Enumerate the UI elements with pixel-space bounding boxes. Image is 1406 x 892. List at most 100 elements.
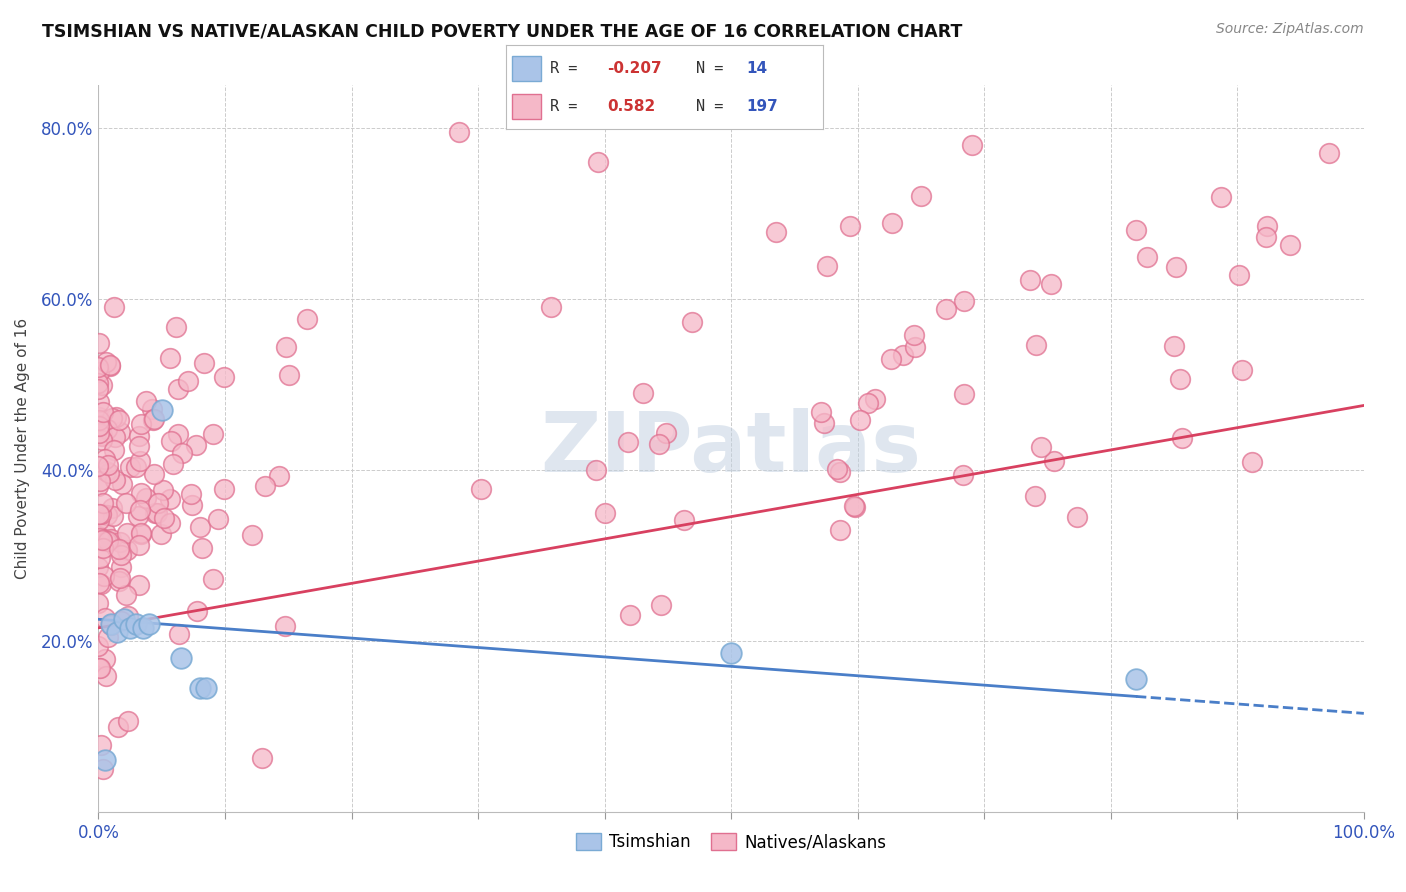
Text: N =: N = — [696, 99, 733, 114]
Point — [89, 507, 111, 521]
Point — [128, 429, 150, 443]
Point — [91, 433, 114, 447]
Legend: Tsimshian, Natives/Alaskans: Tsimshian, Natives/Alaskans — [569, 826, 893, 858]
Point — [863, 392, 886, 406]
Point — [96, 421, 118, 435]
Point — [115, 525, 138, 540]
Point — [96, 533, 118, 548]
Point — [765, 225, 787, 239]
Point — [142, 412, 165, 426]
FancyBboxPatch shape — [512, 55, 541, 81]
Point — [633, 386, 655, 401]
Point — [655, 425, 678, 440]
Point — [830, 465, 852, 479]
Point — [904, 340, 927, 354]
Point — [87, 596, 110, 610]
Point — [93, 525, 115, 540]
Point — [89, 513, 111, 527]
Point — [193, 356, 215, 370]
Point — [212, 482, 235, 496]
Point — [880, 351, 903, 366]
Point — [128, 578, 150, 592]
Point — [166, 382, 188, 396]
Point — [1163, 339, 1185, 353]
Point — [165, 320, 187, 334]
Point — [295, 311, 318, 326]
Point — [87, 661, 110, 675]
Text: Source: ZipAtlas.com: Source: ZipAtlas.com — [1216, 22, 1364, 37]
Point — [619, 608, 641, 623]
Point — [595, 506, 617, 520]
Point — [202, 427, 225, 442]
Point — [146, 506, 169, 520]
Point — [107, 625, 129, 640]
Point — [177, 374, 200, 388]
FancyBboxPatch shape — [512, 94, 541, 120]
Point — [103, 443, 125, 458]
Point — [953, 294, 976, 309]
Point — [94, 611, 117, 625]
Point — [103, 300, 125, 314]
Text: R =: R = — [550, 61, 586, 76]
Point — [194, 681, 218, 695]
Point — [1164, 260, 1187, 274]
Point — [181, 498, 204, 512]
Point — [129, 527, 152, 541]
Point — [87, 532, 110, 546]
Point — [1229, 268, 1251, 283]
Point — [132, 621, 155, 635]
Point — [893, 348, 915, 362]
Point — [96, 508, 118, 522]
Point — [267, 469, 290, 483]
Point — [910, 189, 932, 203]
Point — [274, 619, 297, 633]
Point — [186, 604, 208, 618]
Point — [90, 428, 112, 442]
Point — [108, 535, 131, 549]
Point — [142, 467, 165, 482]
Point — [87, 576, 110, 591]
Point — [120, 621, 141, 635]
Y-axis label: Child Poverty Under the Age of 16: Child Poverty Under the Age of 16 — [15, 318, 30, 579]
Point — [962, 137, 984, 152]
Point — [170, 446, 193, 460]
Point — [108, 542, 131, 557]
Point — [1125, 223, 1147, 237]
Point — [94, 668, 117, 682]
Point — [214, 370, 236, 384]
Point — [650, 599, 672, 613]
Point — [844, 500, 866, 515]
Point — [91, 762, 114, 776]
Point — [104, 474, 127, 488]
Point — [111, 476, 134, 491]
Point — [110, 560, 132, 574]
Point — [90, 738, 112, 752]
Point — [588, 154, 610, 169]
Point — [681, 315, 703, 329]
Point — [135, 393, 157, 408]
Point — [842, 499, 865, 513]
Point — [115, 543, 138, 558]
Point — [1136, 250, 1159, 264]
Point — [97, 458, 120, 472]
Point — [129, 502, 152, 516]
Point — [1042, 453, 1064, 467]
Point — [128, 538, 150, 552]
Point — [90, 428, 112, 442]
Point — [112, 612, 135, 626]
Point — [254, 479, 277, 493]
Point — [96, 464, 118, 478]
Point — [87, 425, 110, 440]
Point — [94, 354, 117, 368]
Point — [128, 439, 150, 453]
Point — [108, 571, 131, 585]
Text: 14: 14 — [747, 61, 768, 76]
Point — [125, 616, 148, 631]
Point — [90, 507, 112, 521]
Point — [190, 541, 212, 555]
Point — [90, 417, 112, 432]
Point — [648, 436, 671, 450]
Point — [118, 460, 141, 475]
Point — [839, 219, 862, 233]
Point — [159, 516, 181, 530]
